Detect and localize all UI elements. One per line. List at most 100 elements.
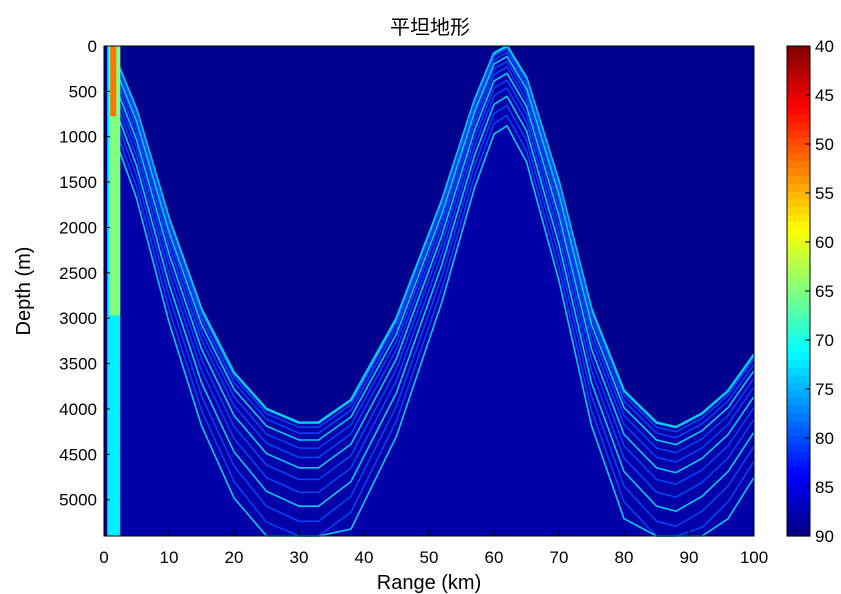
colorbar-cell	[787, 321, 810, 330]
colorbar-tick-label: 90	[815, 527, 834, 546]
colorbar-cell	[787, 398, 810, 407]
colorbar-cell	[787, 283, 810, 292]
colorbar-cell	[787, 237, 810, 246]
colorbar-tick-label: 75	[815, 380, 834, 399]
colorbar-cell	[787, 505, 810, 514]
colorbar-cell	[787, 76, 810, 85]
ray-band	[109, 72, 755, 474]
colorbar-cell	[787, 268, 810, 277]
colorbar-cell	[787, 275, 810, 284]
colorbar-cell	[787, 206, 810, 216]
colorbar-tick-label: 85	[815, 478, 834, 497]
ray-band	[109, 65, 755, 463]
x-tick-label: 30	[290, 548, 309, 567]
colorbar-tick-label: 50	[815, 135, 834, 154]
colorbar-cell	[787, 137, 810, 147]
plot-area	[103, 44, 756, 537]
y-axis: 0 500 1000 1500 2000 2500 3000 3500 4000 4500 5000	[59, 37, 110, 510]
y-tick-label: 3500	[59, 355, 97, 374]
x-tick-label: 100	[740, 548, 768, 567]
x-axis: 0 10 20 30 40 50 60 70 80 90 100	[99, 530, 768, 567]
colorbar-cell	[787, 91, 810, 101]
colorbar-cell	[787, 260, 810, 269]
x-tick-label: 10	[160, 548, 179, 567]
colorbar-cell	[787, 497, 810, 506]
colorbar-cell	[787, 245, 810, 254]
colorbar-cell	[787, 359, 810, 369]
colorbar-cell	[787, 344, 810, 353]
colorbar-cell	[787, 176, 810, 185]
colorbar-cell	[787, 367, 810, 376]
colorbar-cell	[787, 390, 810, 399]
colorbar-tick-label: 45	[815, 86, 834, 105]
x-tick-label: 50	[420, 548, 439, 567]
y-tick-label: 5000	[59, 491, 97, 510]
y-axis-label: Depth (m)	[13, 247, 35, 336]
colorbar-cell	[787, 252, 810, 261]
ray-band	[109, 55, 755, 446]
colorbar-tick-label: 40	[815, 37, 834, 56]
colorbar-cell	[787, 513, 810, 522]
colorbar: 40 45 50 55 60 65 70 75 80 85 90	[786, 37, 834, 546]
source-hotspot	[110, 46, 117, 116]
colorbar-cell	[787, 451, 810, 461]
colorbar-cell	[787, 428, 810, 438]
colorbar-ticks: 40 45 50 55 60 65 70 75 80 85 90	[805, 37, 834, 546]
colorbar-cell	[787, 291, 810, 300]
x-tick-label: 20	[225, 548, 244, 567]
colorbar-cell	[787, 122, 810, 131]
colorbar-cell	[787, 107, 810, 116]
colorbar-cell	[787, 520, 810, 529]
y-tick-label: 1000	[59, 128, 97, 147]
chart-title: 平坦地形	[390, 15, 470, 39]
x-tick-label: 90	[680, 548, 699, 567]
y-tick-label: 2000	[59, 218, 97, 237]
colorbar-cell	[787, 130, 810, 139]
colorbar-cell	[787, 352, 810, 361]
colorbar-tick-label: 70	[815, 331, 834, 350]
colorbar-cell	[787, 306, 810, 315]
colorbar-tick-label: 55	[815, 184, 834, 203]
x-axis-label: Range (km)	[377, 572, 481, 594]
colorbar-cell	[787, 199, 810, 208]
x-tick-label: 40	[355, 548, 374, 567]
colorbar-cell	[787, 229, 810, 239]
ray-band	[109, 79, 755, 486]
colorbar-cell	[787, 382, 810, 392]
colorbar-cell	[787, 168, 810, 177]
ray-band	[109, 60, 755, 454]
ray-band	[109, 86, 755, 498]
colorbar-cell	[787, 145, 810, 154]
y-tick-label: 500	[69, 82, 97, 101]
x-tick-label: 70	[550, 548, 569, 567]
colorbar-cell	[787, 413, 810, 422]
colorbar-cell	[787, 482, 810, 491]
source-column-core	[109, 46, 121, 316]
colorbar-cell	[787, 53, 810, 62]
ray-band	[109, 47, 755, 433]
colorbar-cell	[787, 183, 810, 193]
colorbar-cell	[787, 490, 810, 499]
colorbar-cell	[787, 84, 810, 93]
colorbar-cell	[787, 153, 810, 162]
colorbar-cell	[787, 375, 810, 384]
colorbar-cell	[787, 214, 810, 223]
colorbar-cell	[787, 444, 810, 453]
colorbar-cell	[787, 114, 810, 124]
y-tick-label: 2500	[59, 264, 97, 283]
colorbar-cell	[787, 421, 810, 430]
colorbar-gradient	[787, 46, 810, 537]
y-tick-label: 3000	[59, 309, 97, 328]
colorbar-cell	[787, 436, 810, 445]
colorbar-tick-label: 60	[815, 233, 834, 252]
colorbar-cell	[787, 336, 810, 346]
colorbar-cell	[787, 191, 810, 200]
y-tick-label: 4500	[59, 445, 97, 464]
y-tick-label: 0	[88, 37, 97, 56]
x-tick-label: 0	[99, 548, 108, 567]
colorbar-cell	[787, 160, 810, 170]
colorbar-cell	[787, 528, 810, 537]
x-tick-label: 80	[615, 548, 634, 567]
ray-band	[109, 51, 755, 439]
